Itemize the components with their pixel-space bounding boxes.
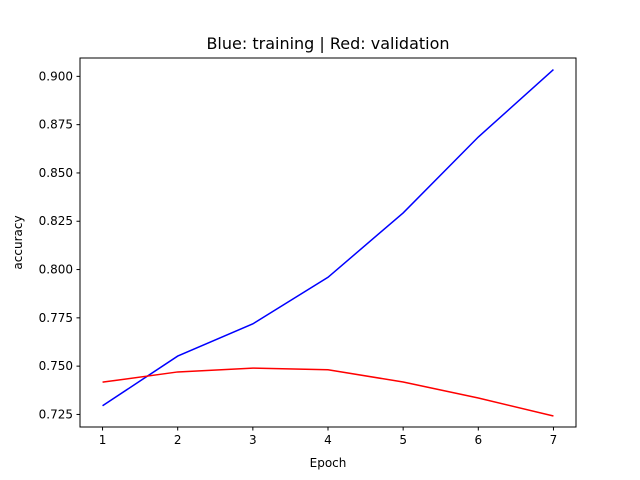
x-tick-label: 3 — [249, 433, 257, 447]
x-tick-label: 2 — [174, 433, 182, 447]
y-tick-label: 0.825 — [39, 214, 73, 228]
x-tick-label: 4 — [324, 433, 332, 447]
series-layer — [102, 69, 554, 417]
y-tick-label: 0.725 — [39, 407, 73, 421]
x-tick-label: 6 — [474, 433, 482, 447]
y-tick-label: 0.800 — [39, 263, 73, 277]
x-tick-label: 1 — [99, 433, 107, 447]
x-tick-label: 7 — [550, 433, 558, 447]
y-tick-label: 0.900 — [39, 69, 73, 83]
x-axis-label: Epoch — [310, 456, 347, 470]
plot-frame — [79, 57, 577, 428]
y-tick-label: 0.875 — [39, 118, 73, 132]
x-tick-label: 5 — [399, 433, 407, 447]
y-tick-label: 0.775 — [39, 311, 73, 325]
series-line-1 — [102, 69, 554, 407]
y-tick-label: 0.750 — [39, 359, 73, 373]
y-axis-ticks: 0.725 0.750 0.775 0.800 0.825 0.850 0.875 0.900 — [39, 69, 80, 421]
x-axis-ticks: 1 2 3 4 5 6 7 — [99, 427, 558, 447]
series-line-2 — [102, 367, 554, 417]
y-axis-label: accuracy — [11, 215, 25, 269]
y-tick-label: 0.850 — [39, 166, 73, 180]
chart-title: Blue: training | Red: validation — [206, 34, 449, 53]
